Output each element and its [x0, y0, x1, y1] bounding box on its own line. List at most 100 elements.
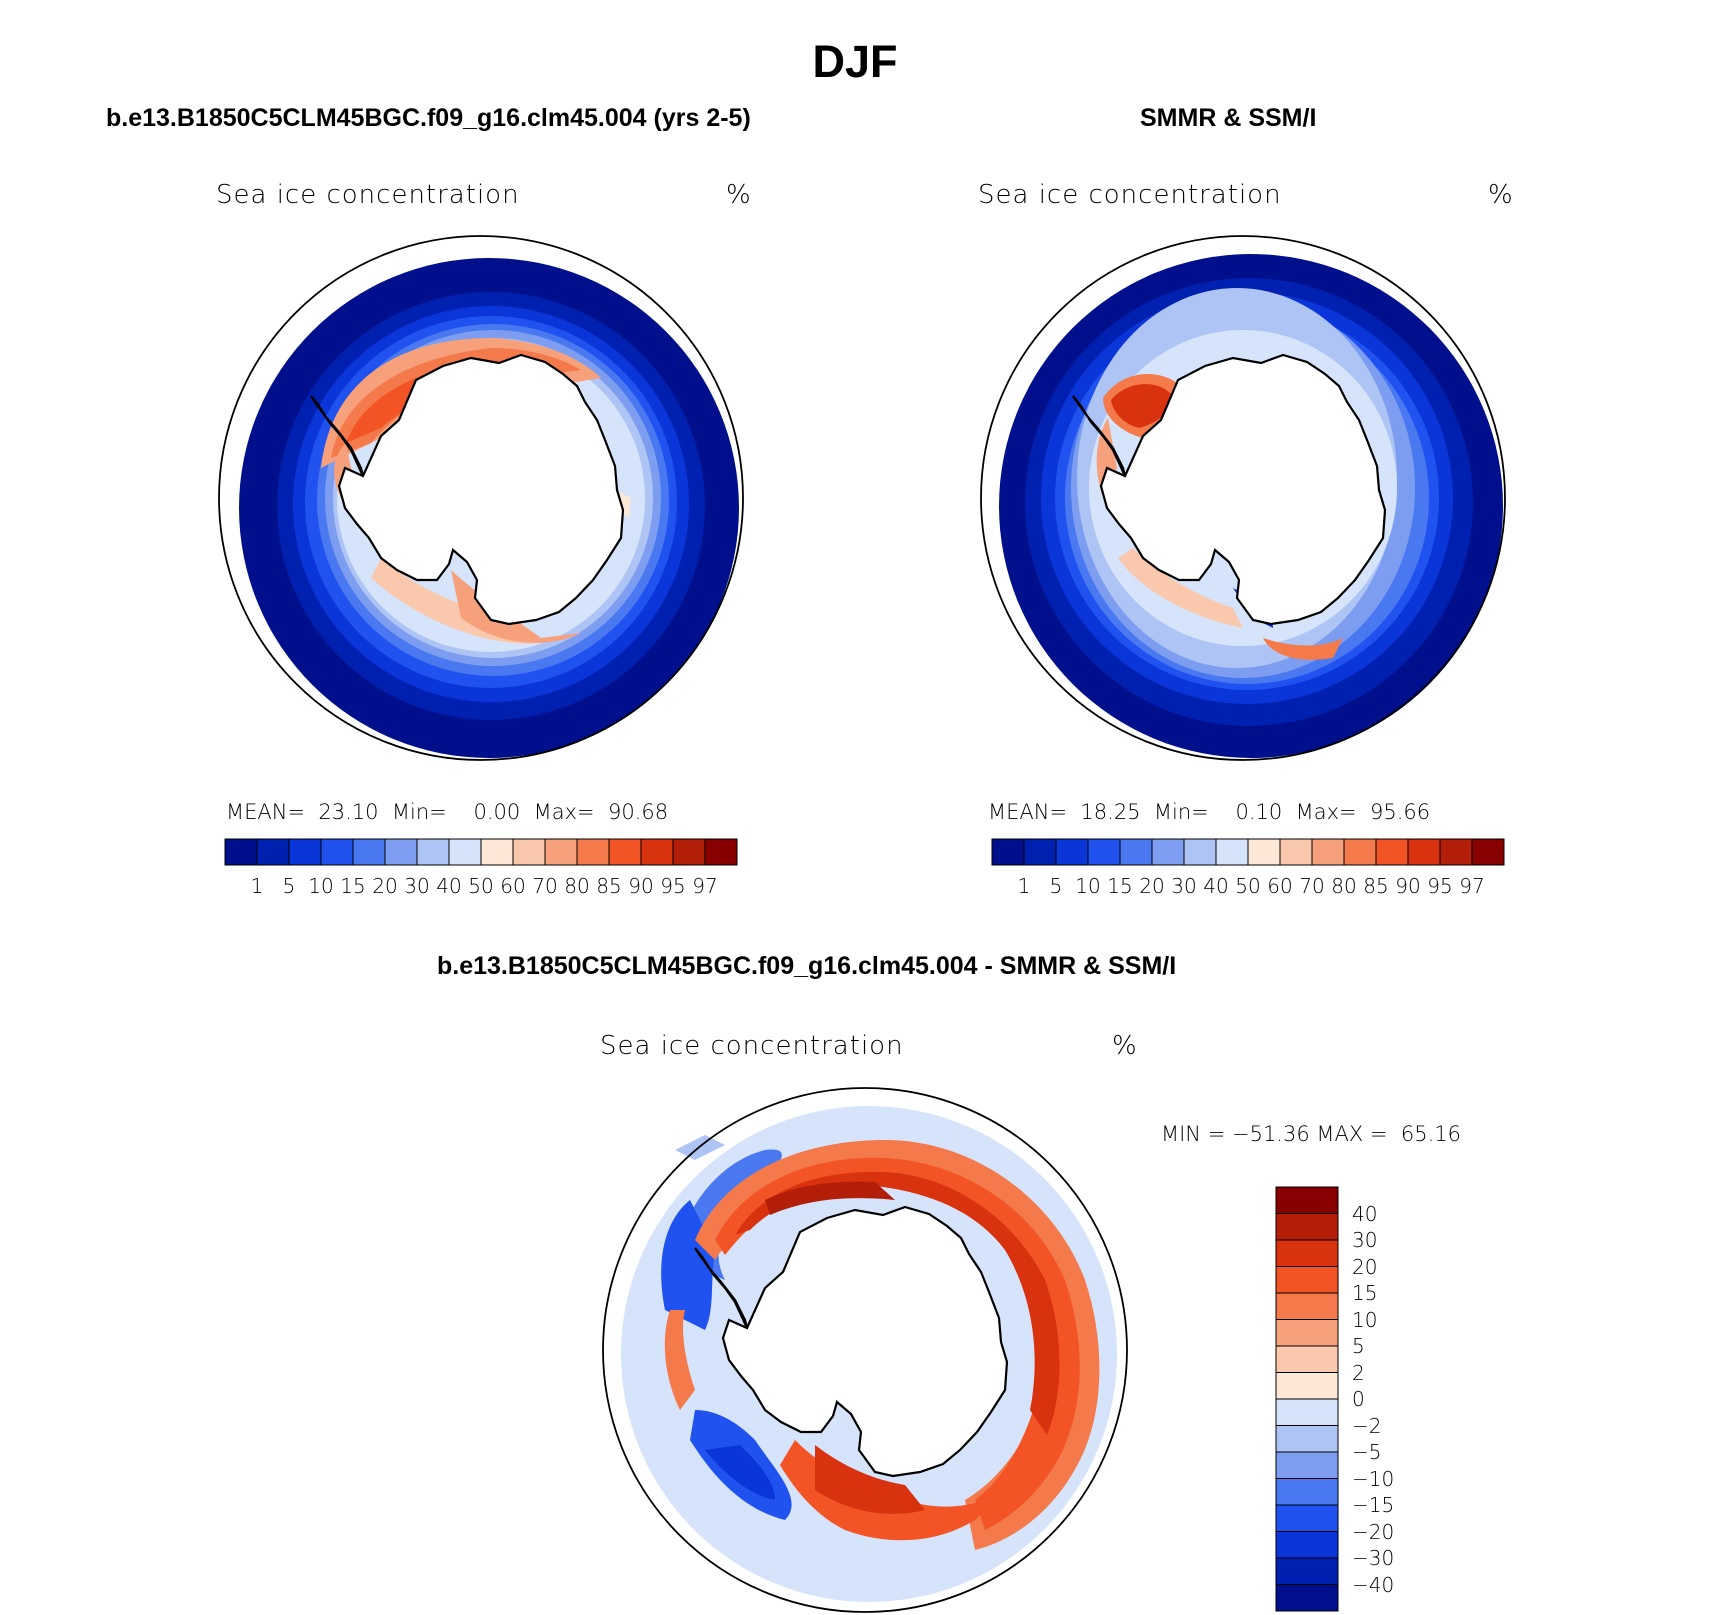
diff-max-label: MAX =	[1316, 1122, 1388, 1146]
model-stats: MEAN= 23.10 Min= 0.00 Max= 90.68	[226, 800, 668, 824]
model-colorbar-tick-label: 20	[372, 874, 398, 898]
model-colorbar-box	[256, 838, 290, 866]
model-colorbar-box	[640, 838, 674, 866]
model-max-label: Max=	[533, 800, 595, 824]
model-mean-value: 23.10	[318, 800, 379, 824]
model-colorbar-box	[352, 838, 386, 866]
model-colorbar-box	[224, 838, 258, 866]
diff-colorbar-tick-label: 10	[1352, 1307, 1378, 1332]
diff-colorbar-box	[1275, 1504, 1339, 1532]
diff-colorbar-tick-label: −40	[1352, 1572, 1395, 1597]
model-max-value: 90.68	[607, 800, 669, 824]
diff-colorbar-tick-label: −2	[1352, 1413, 1382, 1438]
obs-colorbar-tick-label: 95	[1427, 874, 1453, 898]
diff-colorbar-box	[1275, 1292, 1339, 1320]
model-colorbar-tick-label: 15	[340, 874, 366, 898]
diff-colorbar-box	[1275, 1451, 1339, 1479]
model-colorbar-tick-label: 97	[692, 874, 718, 898]
diff-colorbar-box	[1275, 1266, 1339, 1294]
obs-colorbar-tick-label: 60	[1267, 874, 1293, 898]
diff-colorbar-tick-label: −20	[1352, 1519, 1395, 1544]
diff-colorbar	[1275, 1186, 1339, 1612]
obs-colorbar-box	[1375, 838, 1409, 866]
model-mean-label: MEAN=	[226, 800, 306, 824]
model-colorbar-tick-label: 80	[564, 874, 590, 898]
obs-colorbar-box	[1311, 838, 1345, 866]
obs-colorbar-box	[1471, 838, 1505, 866]
obs-sea-ice-map	[980, 235, 1506, 761]
obs-stats: MEAN= 18.25 Min= 0.10 Max= 95.66	[988, 800, 1430, 824]
obs-colorbar-box	[1119, 838, 1153, 866]
model-colorbar-box	[672, 838, 706, 866]
diff-colorbar-box	[1275, 1319, 1339, 1347]
diff-colorbar-box	[1275, 1186, 1339, 1214]
diff-minmax: MIN = −51.36 MAX = 65.16	[1161, 1122, 1461, 1146]
obs-min-value: 0.10	[1235, 800, 1283, 824]
obs-colorbar-box	[991, 838, 1025, 866]
obs-colorbar-tick-label: 5	[1049, 874, 1063, 898]
diff-colorbar-tick-label: 2	[1352, 1360, 1365, 1385]
model-colorbar	[224, 838, 738, 866]
diff-colorbar-box	[1275, 1213, 1339, 1241]
obs-colorbar-box	[1151, 838, 1185, 866]
diff-colorbar-tick-label: 30	[1352, 1228, 1378, 1252]
obs-colorbar-box	[1279, 838, 1313, 866]
model-min-label: Min=	[391, 800, 447, 824]
model-colorbar-box	[608, 838, 642, 866]
obs-variable-label: Sea ice concentration	[978, 180, 1282, 210]
diff-colorbar-box	[1275, 1478, 1339, 1506]
diff-colorbar-tick-label: −15	[1352, 1493, 1395, 1517]
diff-colorbar-box	[1275, 1239, 1339, 1267]
obs-colorbar-tick-label: 20	[1139, 874, 1165, 898]
model-colorbar-tick-label: 85	[596, 874, 622, 898]
diff-colorbar-tick-label: −30	[1352, 1546, 1395, 1570]
diff-panel-title: b.e13.B1850C5CLM45BGC.f09_g16.clm45.004 …	[437, 952, 1177, 980]
obs-colorbar-box	[1183, 838, 1217, 866]
diff-units-label: %	[1112, 1031, 1138, 1061]
obs-panel-title: SMMR & SSM/I	[1140, 104, 1317, 132]
obs-colorbar-tick-label: 30	[1171, 874, 1197, 898]
model-colorbar-tick-label: 40	[436, 874, 462, 898]
model-panel-title: b.e13.B1850C5CLM45BGC.f09_g16.clm45.004 …	[106, 104, 751, 132]
model-colorbar-tick-label: 1	[250, 874, 264, 898]
obs-colorbar-tick-label: 40	[1203, 874, 1229, 898]
obs-colorbar-tick-label: 97	[1459, 874, 1485, 898]
diff-colorbar-tick-label: 5	[1352, 1334, 1365, 1358]
model-colorbar-box	[704, 838, 738, 866]
obs-colorbar-tick-label: 50	[1235, 874, 1261, 898]
obs-colorbar-box	[1087, 838, 1121, 866]
diff-colorbar-tick-label: −5	[1352, 1440, 1382, 1464]
model-colorbar-ticks: 1 5 10 15 20 30 40 50 60 70 80 85 90 95 97	[225, 874, 737, 900]
obs-colorbar-box	[1407, 838, 1441, 866]
obs-colorbar-ticks: 1 5 10 15 20 30 40 50 60 70 80 85 90 95 97	[992, 874, 1504, 900]
obs-colorbar-tick-label: 10	[1075, 874, 1101, 898]
model-colorbar-box	[416, 838, 450, 866]
obs-colorbar	[991, 838, 1505, 866]
model-colorbar-tick-label: 5	[282, 874, 296, 898]
diff-colorbar-box	[1275, 1557, 1339, 1585]
obs-colorbar-tick-label: 85	[1363, 874, 1389, 898]
diff-max-value: 65.16	[1400, 1122, 1462, 1146]
obs-colorbar-tick-label: 80	[1331, 874, 1357, 898]
diff-sea-ice-map	[602, 1087, 1128, 1613]
diff-colorbar-box	[1275, 1345, 1339, 1373]
model-colorbar-box	[384, 838, 418, 866]
obs-units-label: %	[1488, 180, 1514, 210]
diff-colorbar-ticks: 40 30 20 15 10 5 2 0 −2 −5 −10 −15 −20 −30 −40	[1352, 1187, 1432, 1611]
diff-colorbar-tick-label: 15	[1352, 1281, 1378, 1305]
model-colorbar-tick-label: 95	[660, 874, 686, 898]
obs-colorbar-box	[1023, 838, 1057, 866]
obs-max-label: Max=	[1295, 800, 1357, 824]
model-min-value: 0.00	[473, 800, 521, 824]
diff-colorbar-box	[1275, 1531, 1339, 1559]
obs-colorbar-tick-label: 1	[1017, 874, 1031, 898]
obs-colorbar-box	[1439, 838, 1473, 866]
model-colorbar-tick-label: 10	[308, 874, 334, 898]
diff-colorbar-tick-label: 20	[1352, 1254, 1378, 1279]
obs-colorbar-tick-label: 90	[1395, 874, 1421, 898]
model-colorbar-tick-label: 90	[628, 874, 654, 898]
model-colorbar-tick-label: 30	[404, 874, 430, 898]
obs-mean-value: 18.25	[1080, 800, 1141, 824]
obs-min-label: Min=	[1153, 800, 1209, 824]
model-sea-ice-map	[218, 235, 744, 761]
